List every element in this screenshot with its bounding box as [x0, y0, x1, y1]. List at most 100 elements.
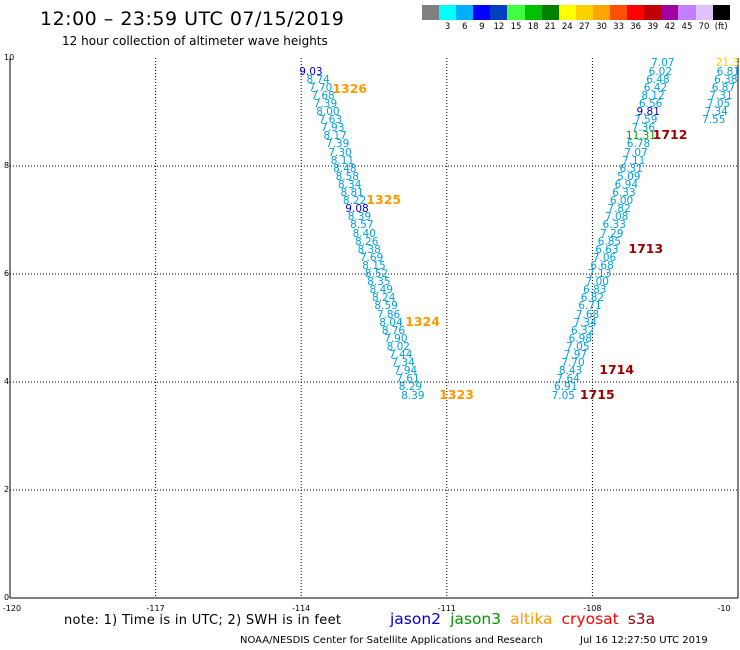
chart-subtitle: 12 hour collection of altimeter wave hei… [62, 34, 328, 48]
wave-height-value: 6.94 [614, 178, 639, 191]
wave-height-value: 8.15 [362, 259, 386, 272]
color-scale-tick: 30 [596, 22, 607, 32]
wave-height-value: 7.70 [308, 81, 333, 94]
wave-height-value: 8.52 [364, 268, 389, 280]
color-scale-swatch [439, 5, 457, 20]
pass-time-label: 1323 [439, 386, 474, 402]
wave-height-value: 8.12 [641, 89, 665, 102]
wave-height-value: 6.00 [609, 195, 634, 208]
wave-height-value: 8.38 [357, 243, 381, 256]
footer-credit: NOAA/NESDIS Center for Satellite Applica… [240, 635, 543, 646]
mission-legend-item: jason3 [450, 610, 502, 628]
wave-height-value: 7.39 [313, 97, 338, 110]
wave-height-value: 7.34 [391, 357, 415, 370]
wave-height-value: 8.35 [367, 276, 391, 289]
wave-height-value: 7.34 [704, 106, 728, 118]
color-scale-swatch [695, 5, 713, 20]
wave-height-value: 7.86 [376, 308, 401, 321]
wave-height-value: 6.48 [646, 73, 670, 86]
color-scale-tick: 27 [578, 22, 590, 32]
wave-height-value: 8.26 [355, 235, 379, 248]
wave-height-value: 7.63 [318, 114, 343, 127]
wave-height-value: 11.31 [625, 130, 656, 143]
mission-legend-item: jason2 [390, 610, 442, 628]
wave-height-value: 9.81 [636, 106, 660, 118]
pass-time-label: 1712 [652, 127, 688, 143]
wave-height-value: 8.00 [316, 106, 340, 118]
wave-height-value: 6.83 [583, 284, 607, 297]
wave-height-value: 7.05 [566, 340, 590, 353]
wave-height-value: 6.33 [602, 219, 626, 232]
color-scale-ticks: 3 6 9 12 15 18 21 24 27 30 33 36 39 42 45 70 (ft) [422, 22, 730, 32]
wave-height-value: 6.63 [595, 243, 619, 256]
wave-height-value: 7.82 [607, 203, 631, 216]
pass-time-label: 1326 [332, 81, 368, 97]
color-scale-tick: 39 [647, 22, 659, 32]
y-tick-label: 4 [4, 377, 10, 386]
wave-height-value: 8.76 [381, 324, 406, 337]
wave-height-value: 7.30 [328, 146, 352, 159]
wave-height-value: 8.48 [333, 162, 357, 175]
wave-height-value: 8.81 [340, 187, 364, 199]
color-scale-swatch [558, 5, 576, 20]
color-scale-swatch [644, 5, 662, 20]
color-scale-tick: 21 [544, 22, 556, 32]
footer-timestamp: Jul 16 12:27:50 UTC 2019 [580, 635, 708, 646]
mission-legend: jason2 jason3 altika cryosat s3a [390, 610, 655, 628]
wave-height-value: 8.58 [335, 170, 359, 183]
wave-height-value: 6.82 [580, 292, 605, 305]
color-scale-tick: 24 [561, 22, 573, 32]
color-scale-tick: 12 [493, 22, 505, 32]
wave-height-value: 7.93 [321, 122, 345, 135]
color-scale-tick: 36 [630, 22, 642, 32]
wave-height-value: 7.07 [651, 57, 675, 70]
wave-height-value: 21.38 [715, 57, 740, 70]
wave-height-value: 7.94 [393, 365, 418, 378]
wave-height-value: 7.06 [592, 251, 617, 264]
x-tick-label: -114 [292, 604, 311, 613]
mission-legend-item: altika [510, 610, 553, 628]
pass-time-label: 1715 [579, 386, 615, 402]
wave-height-value: 7.34 [573, 316, 597, 329]
color-scale-tick: 15 [510, 22, 522, 32]
color-scale-swatch [541, 5, 559, 20]
wave-height-value: 7.08 [604, 211, 629, 224]
wave-height-value: 8.39 [347, 211, 372, 224]
wave-height-value: 7.59 [634, 114, 658, 127]
x-tick-label: -108 [583, 604, 602, 613]
wave-height-value: 6.31 [619, 162, 643, 175]
pass-time-label: 1324 [405, 313, 440, 329]
pass-time-label: 1325 [366, 192, 402, 208]
wave-height-value: 5.09 [617, 170, 641, 183]
wave-height-value: 7.05 [551, 389, 575, 402]
wave-height-value: 7.29 [600, 227, 624, 240]
wave-height-value: 7.11 [621, 154, 646, 167]
wave-height-value: 7.97 [563, 349, 588, 361]
wave-height-value: 8.24 [372, 292, 396, 305]
color-scale-swatch [610, 5, 628, 20]
wave-height-value: 7.13 [587, 268, 612, 280]
wave-height-value: 8.29 [398, 381, 423, 394]
wave-height-value: 7.68 [311, 89, 335, 102]
wave-height-value: 8.22 [342, 195, 367, 208]
wave-height-value: 6.81 [716, 65, 740, 78]
pass-time-label: 1713 [628, 240, 664, 256]
wave-height-value: 8.04 [379, 316, 403, 329]
wave-height-value: 6.33 [612, 187, 636, 199]
color-scale-swatch [456, 5, 474, 20]
wave-height-value: 7.05 [706, 97, 731, 110]
wave-height-value: 8.11 [330, 154, 355, 167]
wave-height-value: 7.55 [702, 114, 726, 127]
y-tick-label: 8 [4, 161, 10, 170]
wave-height-value: 8.39 [401, 389, 425, 402]
mission-legend-item: cryosat [561, 610, 619, 628]
wave-height-value: 8.49 [369, 284, 393, 297]
color-scale-tick: (ft) [714, 22, 728, 32]
wave-height-value: 6.56 [638, 97, 663, 110]
chart-title: 12:00 – 23:59 UTC 07/15/2019 [40, 8, 345, 30]
map-plot [9, 58, 739, 599]
x-tick-label: -111 [437, 604, 456, 613]
color-scale-swatch [627, 5, 645, 20]
color-scale-swatch [473, 5, 491, 20]
y-tick-label: 2 [4, 485, 10, 494]
